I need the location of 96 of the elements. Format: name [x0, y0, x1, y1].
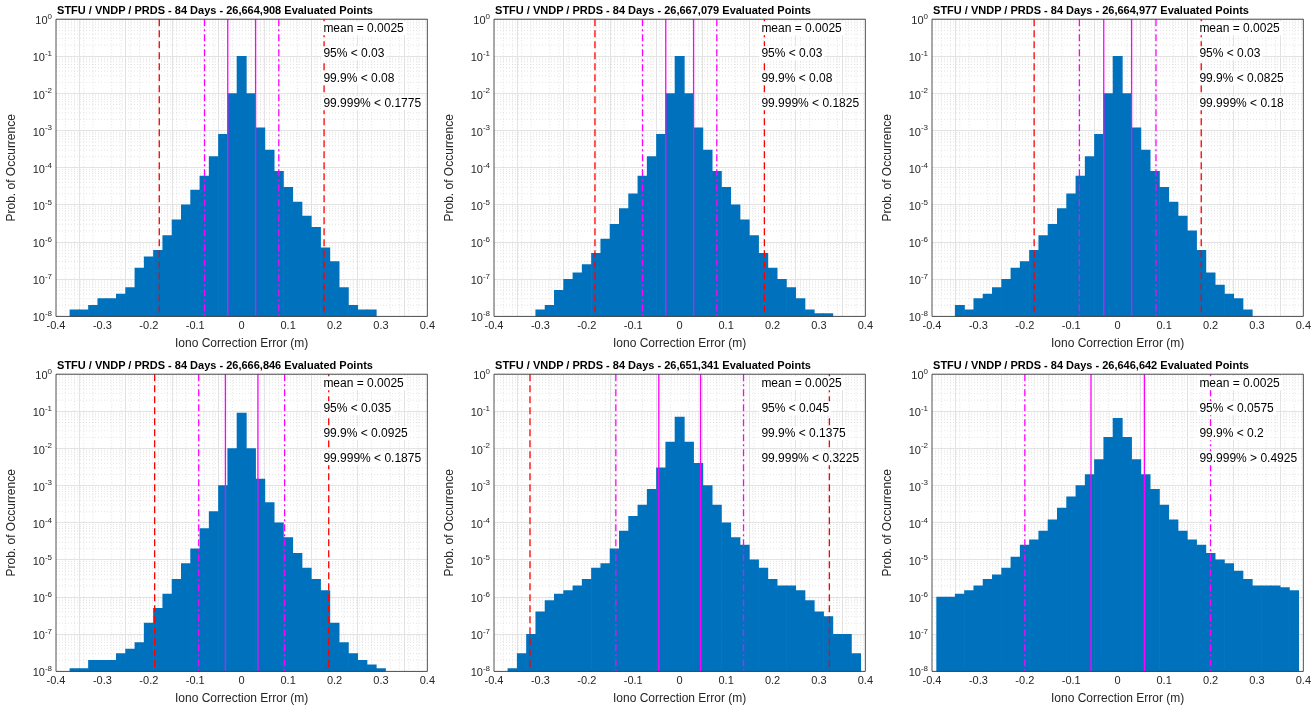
x-tick-label: -0.3	[530, 319, 550, 332]
annotation: 99.9% < 0.2	[1199, 425, 1265, 440]
chart-title: STFU / VNDP / PRDS - 84 Days - 26,646,642 Evaluated Points	[933, 358, 1249, 371]
x-tick-label: 0.2	[1202, 674, 1219, 687]
annotation: 99.9% < 0.1375	[761, 425, 847, 440]
x-tick-label: 0.1	[280, 319, 296, 332]
x-tick-label: 0.2	[1202, 319, 1219, 332]
y-axis-title: Prob. of Occurrence	[879, 113, 894, 222]
x-tick-label: -0.3	[968, 674, 988, 687]
x-tick-label: -0.1	[185, 319, 205, 332]
annotation: 95% < 0.035	[323, 400, 392, 415]
x-axis-title: Iono Correction Error (m)	[1050, 691, 1185, 706]
x-tick-label: 0.1	[1156, 674, 1172, 687]
x-tick-label: 0.4	[419, 674, 435, 687]
annotation: mean = 0.0025	[323, 375, 405, 390]
x-tick-label: -0.4	[46, 674, 66, 687]
annotation: mean = 0.0025	[1199, 20, 1281, 35]
annotation: 99.9% < 0.08	[323, 70, 395, 85]
x-tick-label: 0	[1114, 674, 1121, 687]
annotation: 99.999% < 0.1775	[323, 95, 422, 110]
x-tick-label: -0.2	[577, 319, 597, 332]
annotation: 95% < 0.03	[761, 45, 823, 60]
annotation: 95% < 0.0575	[1199, 400, 1275, 415]
x-tick-label: 0.3	[373, 674, 389, 687]
x-tick-label: 0.4	[1295, 674, 1311, 687]
y-axis-title: Prob. of Occurrence	[441, 113, 456, 222]
x-tick-label: 0	[676, 674, 683, 687]
annotation: mean = 0.0025	[1199, 375, 1281, 390]
x-tick-label: -0.1	[623, 674, 643, 687]
x-tick-label: 0.2	[764, 674, 781, 687]
annotation: 99.9% < 0.0925	[323, 425, 409, 440]
x-tick-label: -0.2	[577, 674, 597, 687]
x-tick-label: 0.3	[811, 674, 827, 687]
x-tick-label: -0.3	[968, 319, 988, 332]
x-tick-label: -0.4	[922, 319, 942, 332]
x-tick-label: 0.3	[1249, 674, 1265, 687]
x-tick-label: 0.3	[811, 319, 827, 332]
x-tick-label: 0	[238, 674, 245, 687]
chart-title: STFU / VNDP / PRDS - 84 Days - 26,664,908 Evaluated Points	[57, 3, 373, 16]
annotation: 99.9% < 0.0825	[1199, 70, 1285, 85]
x-tick-label: -0.1	[185, 674, 205, 687]
x-tick-label: -0.1	[1061, 674, 1081, 687]
annotation: 99.999% < 0.3225	[761, 450, 860, 465]
annotation: 95% < 0.03	[1199, 45, 1261, 60]
chart-title: STFU / VNDP / PRDS - 84 Days - 26,667,079 Evaluated Points	[495, 3, 811, 16]
chart-title: STFU / VNDP / PRDS - 84 Days - 26,651,341 Evaluated Points	[495, 358, 811, 371]
x-tick-label: 0.4	[419, 319, 435, 332]
x-tick-label: 0.4	[857, 319, 873, 332]
y-axis-title: Prob. of Occurrence	[879, 468, 894, 577]
x-axis-title: Iono Correction Error (m)	[612, 336, 747, 351]
x-tick-label: 0.3	[1249, 319, 1265, 332]
x-tick-label: 0.2	[326, 319, 343, 332]
y-axis-title: Prob. of Occurrence	[441, 468, 456, 577]
x-tick-label: 0.3	[373, 319, 389, 332]
x-tick-label: -0.3	[92, 674, 112, 687]
x-tick-label: -0.2	[1015, 674, 1035, 687]
annotation: 99.999% < 0.1875	[323, 450, 422, 465]
x-axis-title: Iono Correction Error (m)	[174, 691, 309, 706]
annotation: mean = 0.0025	[761, 20, 843, 35]
y-axis-title: Prob. of Occurrence	[3, 468, 18, 577]
x-axis-title: Iono Correction Error (m)	[612, 691, 747, 706]
x-tick-label: 0.2	[326, 674, 343, 687]
annotation: 95% < 0.045	[761, 400, 830, 415]
x-tick-label: -0.2	[139, 674, 159, 687]
x-tick-label: -0.2	[139, 319, 159, 332]
y-axis-title: Prob. of Occurrence	[3, 113, 18, 222]
x-tick-label: 0	[238, 319, 245, 332]
annotation: 99.999% > 0.4925	[1199, 450, 1298, 465]
x-axis-title: Iono Correction Error (m)	[174, 336, 309, 351]
chart-title: STFU / VNDP / PRDS - 84 Days - 26,664,977 Evaluated Points	[933, 3, 1249, 16]
x-tick-label: 0.1	[718, 674, 734, 687]
x-tick-label: 0.1	[1156, 319, 1172, 332]
x-tick-label: 0	[676, 319, 683, 332]
x-tick-label: -0.1	[1061, 319, 1081, 332]
x-tick-label: -0.2	[1015, 319, 1035, 332]
x-tick-label: 0.4	[1295, 319, 1311, 332]
chart-title: STFU / VNDP / PRDS - 84 Days - 26,666,846 Evaluated Points	[57, 358, 373, 371]
x-tick-label: -0.3	[92, 319, 112, 332]
x-tick-label: 0.4	[857, 674, 873, 687]
x-tick-label: -0.4	[484, 319, 504, 332]
x-tick-label: -0.4	[484, 674, 504, 687]
x-tick-label: -0.1	[623, 319, 643, 332]
x-tick-label: -0.4	[922, 674, 942, 687]
x-tick-label: 0.2	[764, 319, 781, 332]
x-tick-label: -0.4	[46, 319, 66, 332]
x-tick-label: 0	[1114, 319, 1121, 332]
x-axis-title: Iono Correction Error (m)	[1050, 336, 1185, 351]
annotation: 95% < 0.03	[323, 45, 385, 60]
annotation: 99.999% < 0.1825	[761, 95, 860, 110]
x-tick-label: -0.3	[530, 674, 550, 687]
annotation: 99.999% < 0.18	[1199, 95, 1285, 110]
annotation: 99.9% < 0.08	[761, 70, 833, 85]
x-tick-label: 0.1	[718, 319, 734, 332]
annotation: mean = 0.0025	[761, 375, 843, 390]
annotation: mean = 0.0025	[323, 20, 405, 35]
x-tick-label: 0.1	[280, 674, 296, 687]
